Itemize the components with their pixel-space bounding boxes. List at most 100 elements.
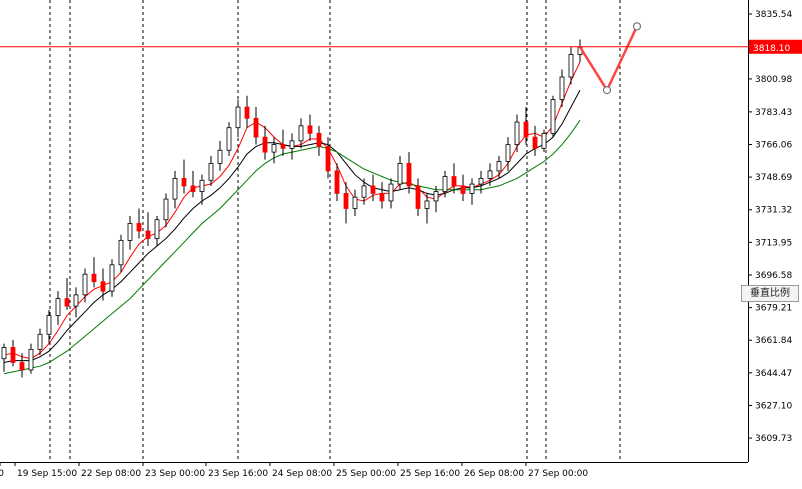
candle-body [118, 239, 124, 266]
candle-body [433, 191, 439, 202]
candle-body [271, 144, 277, 153]
moving-average-line-2 [3, 89, 581, 363]
x-tick-label: 24 Sep 08:00 [272, 469, 332, 479]
candle-body [370, 185, 376, 194]
candle-body [19, 362, 25, 371]
y-tick-label: 3609.73 [755, 434, 792, 444]
candle-body [460, 185, 466, 194]
y-tick-label: 3731.32 [755, 206, 792, 216]
y-tick-label: 3627.10 [755, 401, 792, 411]
projection-path [578, 22, 642, 95]
candle-body [316, 132, 322, 147]
y-tick-label: 3748.69 [755, 173, 792, 183]
candle-body [415, 185, 421, 209]
candle-body [46, 315, 52, 335]
chart-axes [0, 0, 749, 463]
x-tick-label: 25 Sep 16:00 [400, 469, 460, 479]
candle-body [559, 76, 565, 100]
candle-body [10, 347, 16, 363]
x-tick-label: 26 Sep 08:00 [464, 469, 524, 479]
candle-body [532, 136, 538, 149]
candle-body [334, 170, 340, 194]
y-tick-label: 3766.06 [755, 140, 792, 150]
projection-point [632, 22, 642, 31]
candle-body [136, 223, 142, 232]
candle-body [343, 193, 349, 209]
candle-body [127, 223, 133, 241]
moving-average-line-1 [3, 61, 581, 360]
candle-body [28, 348, 34, 371]
x-tick-label: 0 [0, 469, 4, 479]
candle-body [145, 230, 151, 239]
vertical-scale-button[interactable]: 垂直比例 [741, 285, 799, 302]
candle-body [307, 125, 313, 134]
projection-line [578, 25, 639, 93]
candle-body [64, 298, 70, 307]
candle-body [469, 183, 475, 194]
candle-body [442, 176, 448, 192]
projection-point [602, 86, 612, 95]
candle-body [82, 273, 88, 296]
x-tick-label: 22 Sep 08:00 [81, 469, 141, 479]
candle-body [352, 196, 358, 209]
current-price-label-bg [749, 39, 802, 54]
y-tick-label: 3644.47 [755, 369, 792, 379]
candle-body [424, 200, 430, 209]
current-price-line: 3818.10 [0, 39, 802, 54]
candle-body [154, 219, 160, 239]
x-tick-label: 23 Sep 16:00 [208, 469, 268, 479]
candle-body [181, 178, 187, 187]
candle-body [172, 178, 178, 200]
candle-body [568, 54, 574, 78]
candle-body [478, 178, 484, 185]
current-price-label: 3818.10 [753, 44, 790, 54]
candle-body [280, 144, 286, 149]
candle-body [73, 294, 79, 307]
y-tick-label: 3783.43 [755, 108, 792, 118]
moving-averages [3, 61, 581, 375]
candle-body [199, 179, 205, 192]
candle-body [361, 185, 367, 198]
candle-body [1, 347, 7, 360]
candle-body [109, 264, 115, 292]
candle-body [550, 99, 556, 134]
candle-body [244, 106, 250, 119]
y-tick-label: 3800.98 [755, 75, 792, 85]
y-tick-label: 3713.95 [755, 238, 792, 248]
candle-body [55, 298, 61, 316]
x-tick-label: 27 Sep 00:00 [528, 469, 588, 479]
x-axis-ticks: 0 19 Sep 15:00 22 Sep 08:00 23 Sep 00:00 23 … [0, 462, 588, 479]
candle-body [325, 146, 331, 172]
candlesticks [1, 39, 583, 378]
candle-body [163, 198, 169, 221]
candle-body [397, 162, 403, 185]
candle-body [226, 127, 232, 151]
x-tick-label: 23 Sep 00:00 [145, 469, 205, 479]
candle-body [541, 132, 547, 149]
candle-body [406, 162, 412, 187]
y-tick-label: 3661.84 [755, 336, 792, 346]
candle-body [37, 333, 43, 350]
candle-body [208, 162, 214, 181]
candle-body [379, 193, 385, 202]
candle-body [190, 185, 196, 192]
candle-body [388, 183, 394, 202]
candle-body [91, 273, 97, 283]
candle-body [514, 121, 520, 146]
x-tick-label: 25 Sep 00:00 [336, 469, 396, 479]
candle-body [262, 136, 268, 153]
candle-body [289, 140, 295, 149]
y-axis-ticks: 3835.54 3800.98 3783.43 3766.06 3748.69 3731.… [748, 10, 792, 444]
candle-body [253, 117, 259, 138]
candle-body [217, 149, 223, 164]
y-tick-label: 3696.58 [755, 271, 792, 281]
candle-body [235, 106, 241, 129]
candle-body [505, 144, 511, 162]
candle-body [496, 161, 502, 172]
candle-body [298, 125, 304, 142]
y-tick-label: 3679.21 [755, 304, 792, 314]
x-tick-label: 19 Sep 15:00 [17, 469, 77, 479]
period-separators [49, 0, 621, 462]
